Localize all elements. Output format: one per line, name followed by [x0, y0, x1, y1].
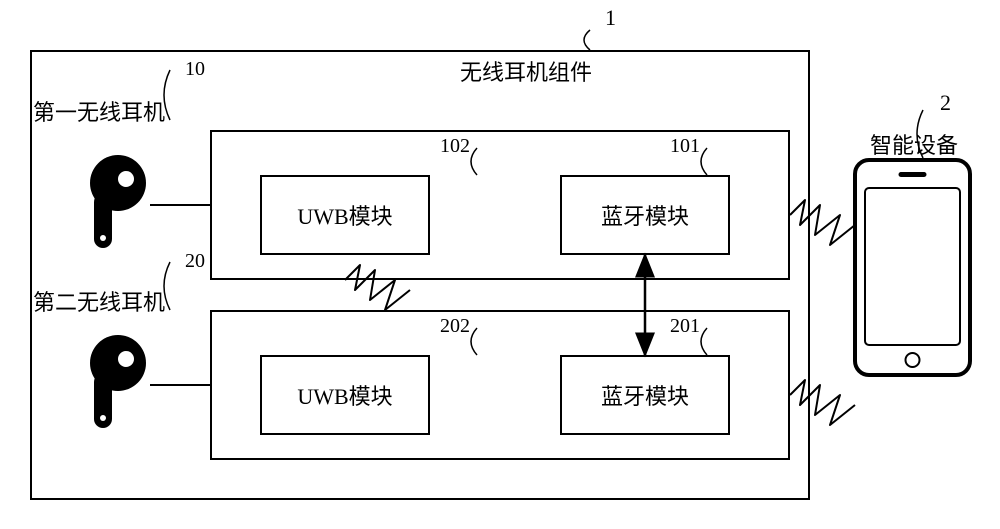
uwb-module-2-label: UWB模块	[262, 357, 428, 433]
uwb-module-1: UWB模块	[260, 175, 430, 255]
ref-uwb1: 102	[440, 135, 470, 158]
uwb-module-1-label: UWB模块	[262, 177, 428, 253]
ref-bt1: 101	[670, 135, 700, 158]
ref-second: 20	[185, 250, 205, 273]
diagram-stage: UWB模块 蓝牙模块 UWB模块 蓝牙模块 无线耳机组件 第一无线耳机 第二无线…	[0, 0, 1000, 529]
assembly-title: 无线耳机组件	[460, 55, 592, 87]
bluetooth-module-2: 蓝牙模块	[560, 355, 730, 435]
ref-bt2: 201	[670, 315, 700, 338]
uwb-module-2: UWB模块	[260, 355, 430, 435]
second-earphone-label: 第二无线耳机	[33, 285, 165, 317]
first-earphone-label: 第一无线耳机	[33, 95, 165, 127]
ref-assembly: 1	[605, 5, 616, 31]
smart-device-label: 智能设备	[870, 128, 958, 160]
ref-first: 10	[185, 58, 205, 81]
bluetooth-module-1: 蓝牙模块	[560, 175, 730, 255]
ref-uwb2: 202	[440, 315, 470, 338]
ref-device: 2	[940, 90, 951, 116]
bluetooth-module-1-label: 蓝牙模块	[562, 177, 728, 253]
phone-icon	[855, 160, 970, 375]
bluetooth-module-2-label: 蓝牙模块	[562, 357, 728, 433]
